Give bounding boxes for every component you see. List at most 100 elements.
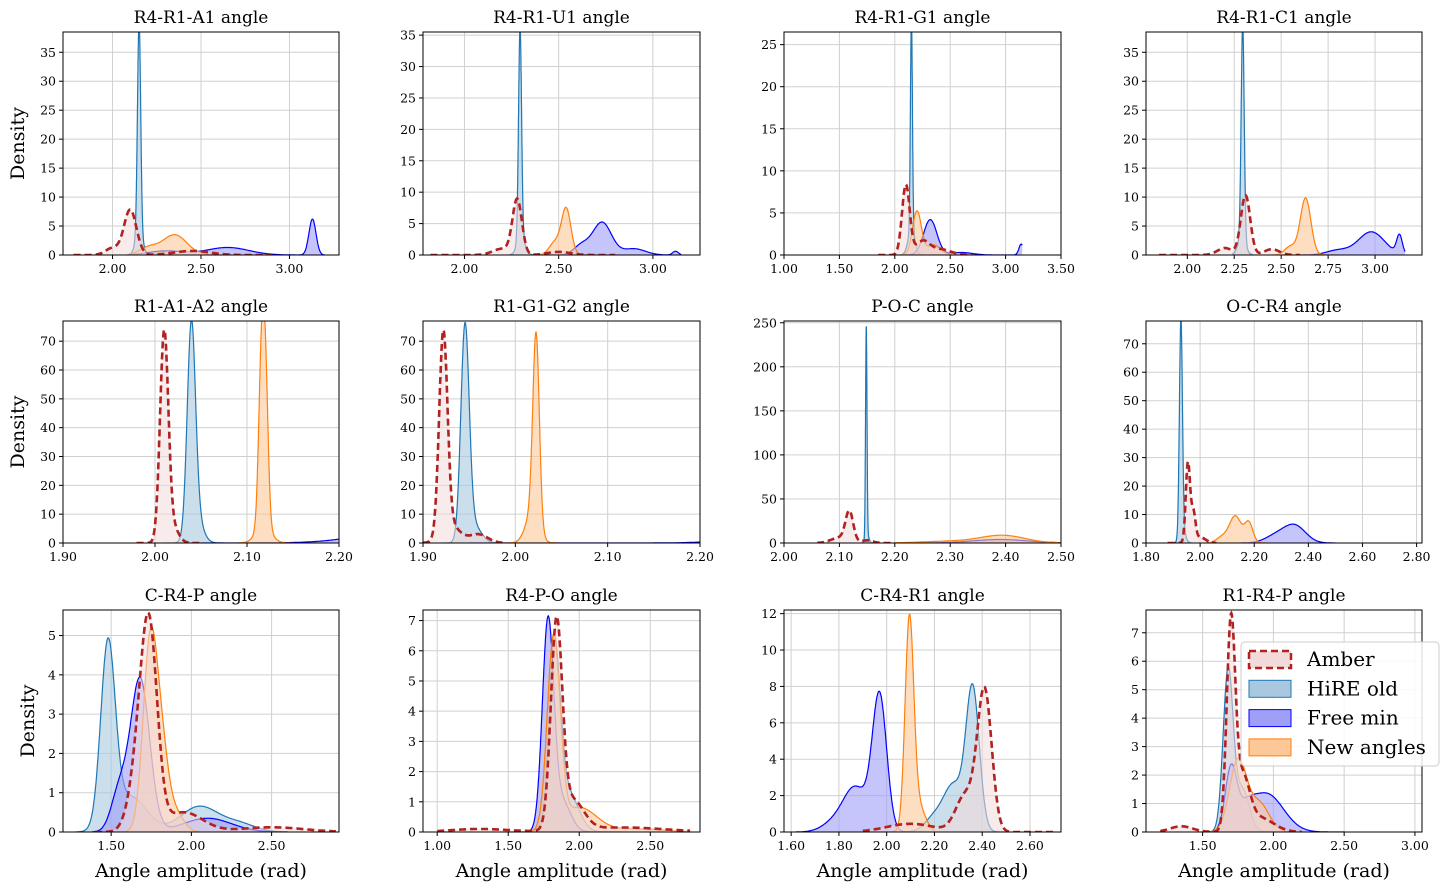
x-tick-label: 2.10 [594,549,622,564]
y-tick-label: 35 [40,45,56,60]
plot-area [784,610,1061,832]
area-new-angles [237,321,293,543]
x-tick-label: 2.60 [1016,838,1044,853]
x-tick-label: 2.00 [1259,838,1287,853]
area-hire-old [75,637,288,832]
x-tick-label: 2.25 [1220,261,1248,276]
x-tick-label: 1.50 [494,838,522,853]
x-tick-label: 2.00 [881,261,909,276]
y-tick-label: 2 [48,746,56,761]
x-tick-label: 2.50 [258,838,286,853]
y-tick-label: 4 [48,667,56,682]
axes-frame [1145,320,1423,544]
area-amber [1160,613,1302,832]
area-new-angles [536,207,593,255]
y-axis-label: Density [17,684,39,757]
x-tick-label: 2.40 [1294,549,1322,564]
panel-5: 1.90 2.00 2.10 2.20 0 10 20 30 40 50 60 70 R1-G1-G2 … [400,297,714,564]
y-tick-label: 10 [1123,507,1139,522]
area-amber [423,330,507,543]
y-tick-label: 250 [753,315,777,330]
y-tick-label: 10 [400,507,416,522]
axes-frame [422,609,701,833]
line-amber [95,611,337,832]
x-tick-label: 3.00 [1361,261,1389,276]
y-tick-label: 0 [769,536,777,551]
y-tick-label: 50 [400,391,416,406]
area-hire-old [509,32,533,255]
y-tick-label: 7 [1131,625,1139,640]
y-tick-label: 15 [1123,161,1139,176]
legend-label: New angles [1307,735,1426,759]
grid [1146,32,1422,256]
y-tick-label: 0 [408,825,416,840]
x-tick-label: 1.80 [1132,549,1160,564]
panel-title: R4-P-O angle [505,586,617,606]
area-new-angles [130,234,228,255]
x-tick-label: 2.50 [545,261,573,276]
y-axis-label: Density [7,395,29,468]
y-tick-label: 1 [1131,796,1139,811]
y-tick-label: 3 [48,707,56,722]
y-tick-label: 3 [1131,739,1139,754]
y-tick-label: 30 [40,449,56,464]
panel-title: R4-R1-C1 angle [1216,8,1351,28]
y-tick-label: 20 [761,79,777,94]
y-tick-label: 2 [769,788,777,803]
legend: Amber HiRE old Free min New angles [1240,641,1440,767]
y-tick-label: 50 [1123,393,1139,408]
y-tick-label: 5 [408,216,416,231]
axes-frame [62,609,340,833]
panel-title: C-R4-P angle [145,586,257,606]
x-tick-label: 2.50 [187,261,215,276]
x-axis-label: Angle amplitude (rad) [1177,860,1390,882]
x-tick-label: 1.90 [409,549,437,564]
density-curves [1160,610,1345,832]
y-tick-label: 70 [400,334,416,349]
y-tick-label: 20 [40,478,56,493]
y-tick-label: 25 [40,103,56,118]
y-tick-label: 0 [1131,825,1139,840]
y-tick-label: 35 [1123,45,1139,60]
x-tick-label: 2.40 [968,838,996,853]
y-tick-label: 30 [400,449,416,464]
x-tick-label: 1.50 [825,261,853,276]
plot-area [784,321,1061,543]
x-tick-label: 2.50 [1267,261,1295,276]
panel-7: 1.80 2.00 2.20 2.40 2.60 2.80 0 10 20 30 40 50 60 70 O… [1123,297,1430,564]
density-curves [73,32,325,255]
y-tick-label: 70 [1123,336,1139,351]
x-tick-label: 2.50 [936,261,964,276]
area-new-angles [894,535,1061,543]
y-tick-label: 60 [400,363,416,378]
y-axis-label: Density [7,107,29,180]
x-tick-label: 1.90 [49,549,77,564]
x-tick-label: 1.50 [1189,838,1217,853]
y-tick-label: 3 [408,734,416,749]
y-tick-label: 2 [1131,768,1139,783]
area-new-angles [886,614,935,832]
area-free-min [515,615,622,832]
panel-4: 1.90 2.00 2.10 2.20 0 10 20 30 40 50 60 70 R1-A1-A2 … [7,297,353,564]
density-curves [1159,32,1406,255]
line-hire-old [861,326,873,543]
y-tick-label: 10 [761,163,777,178]
y-tick-label: 15 [761,121,777,136]
x-tick-label: 3.00 [276,261,304,276]
legend-swatch [1248,679,1292,698]
y-tick-label: 20 [400,478,416,493]
y-tick-label: 4 [408,704,416,719]
panel-1: 2.00 2.50 3.00 0 5 10 15 20 25 30 35 R4-R1-U1 angle [400,8,701,276]
area-amber [878,184,973,255]
y-tick-label: 60 [1123,365,1139,380]
x-tick-label: 2.20 [325,549,353,564]
x-axis-label: Angle amplitude (rad) [455,860,668,882]
density-curves [1167,321,1336,543]
density-curves [878,32,1023,255]
x-tick-label: 2.00 [501,549,529,564]
x-tick-label: 3.50 [1047,261,1075,276]
x-tick-label: 2.50 [1330,838,1358,853]
y-tick-label: 6 [408,643,416,658]
y-tick-label: 35 [400,28,416,43]
y-tick-label: 20 [1123,132,1139,147]
